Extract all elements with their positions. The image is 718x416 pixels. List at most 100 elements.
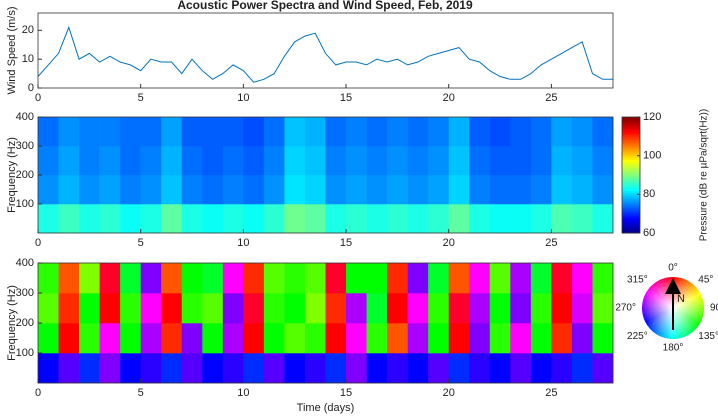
heatmap-cell (530, 353, 552, 384)
heatmap-cell (346, 293, 367, 324)
heatmap-cell (407, 175, 429, 205)
heatmap-cell (592, 263, 614, 294)
heatmap-cell (428, 323, 450, 354)
colorbar-step (622, 221, 640, 224)
heatmap-cell (181, 175, 203, 205)
heatmap-cell (263, 353, 285, 384)
colorbar-step (622, 122, 640, 126)
heatmap-cell (202, 146, 224, 176)
heatmap-cell (530, 175, 552, 205)
heatmap-cell (428, 175, 450, 205)
heatmap-cell (79, 117, 100, 147)
heatmap-cell (120, 204, 141, 234)
heatmap-cell (387, 175, 408, 205)
heatmap-cell (263, 323, 285, 354)
heatmap-cell (120, 263, 141, 294)
colorbar-step (622, 182, 640, 186)
heatmap-cell (530, 323, 552, 354)
colorbar (622, 117, 640, 234)
heatmap-cell (469, 117, 491, 147)
heatmap-cell (530, 117, 552, 147)
heatmap-cell (222, 293, 244, 324)
colorbar-step (622, 128, 640, 132)
x-tick-label: 10 (237, 237, 249, 249)
heatmap-cell (99, 117, 121, 147)
heatmap-cell (489, 146, 511, 176)
heatmap-cell (243, 175, 265, 205)
heatmap-cell (428, 204, 450, 234)
heatmap-cell (325, 293, 347, 324)
heatmap-cell (387, 117, 408, 147)
heatmap-cell (222, 204, 244, 234)
heatmap-cell (99, 263, 121, 294)
heatmap-cell (202, 353, 224, 384)
heatmap-cell (592, 293, 614, 324)
heatmap-cell (510, 323, 532, 354)
heatmap-cell (99, 204, 121, 234)
colorbar-step (622, 124, 640, 128)
heatmap-cell (304, 353, 326, 384)
colorbar-step (622, 190, 640, 193)
colorbar-step (622, 219, 640, 222)
heatmap-cell (99, 293, 121, 324)
heatmap-cell (448, 175, 470, 205)
heatmap-cell (58, 353, 80, 384)
heatmap-cell (469, 263, 491, 294)
heatmap-cell (58, 204, 80, 234)
y-tick-label: 100 (16, 198, 34, 210)
colorbar-label: Pressure (dB re µPa/sqrt(Hz)) (699, 109, 710, 241)
heatmap-cell (489, 175, 511, 205)
heatmap-cell (366, 204, 388, 234)
heatmap-cell (592, 146, 614, 176)
direction-label: 0° (668, 263, 678, 274)
colorbar-step (622, 173, 640, 176)
colorbar-step (622, 171, 640, 174)
heatmap-cell (571, 146, 593, 176)
heatmap-cell (592, 323, 614, 354)
colorbar-step (622, 147, 640, 151)
heatmap-cell (469, 175, 491, 205)
colorbar-tick-label: 80 (643, 188, 655, 200)
y-tick-label: 100 (16, 347, 34, 359)
heatmap-cell (304, 323, 326, 354)
heatmap-cell (79, 175, 100, 205)
heatmap-cell (304, 175, 326, 205)
plot-frame (37, 12, 614, 89)
heatmap-cell (551, 175, 573, 205)
heatmap-cell (79, 204, 100, 234)
heatmap-cell (161, 117, 183, 147)
heatmap-cell (243, 117, 265, 147)
direction-label: 315° (627, 274, 648, 285)
colorbar-step (622, 205, 640, 209)
heatmap-cell (263, 175, 285, 205)
heatmap-cell (79, 293, 100, 324)
x-tick-label: 25 (545, 92, 557, 104)
heatmap-cell (428, 353, 450, 384)
heatmap-cell (284, 175, 306, 205)
direction-label: 270° (615, 303, 636, 314)
direction-label: 90° (710, 303, 718, 314)
heatmap-cell (222, 146, 244, 176)
heatmap-cell (325, 146, 347, 176)
heatmap-cell (530, 263, 552, 294)
colorbar-tick-label: 60 (643, 227, 655, 239)
wind-line (37, 25, 613, 83)
colorbar-step (622, 134, 640, 137)
colorbar-step (622, 217, 640, 220)
direction-label: 135° (698, 331, 718, 342)
colorbar-step (622, 169, 640, 172)
heatmap-cell (161, 204, 183, 234)
heatmap-cell (99, 175, 121, 205)
heatmap-cell (304, 117, 326, 147)
colorbar-step (622, 151, 640, 155)
heatmap-cell (510, 175, 532, 205)
colorbar-step (622, 130, 640, 133)
heatmap-cell (366, 353, 388, 384)
y-tick-label: 400 (16, 111, 34, 123)
heatmap-cell (140, 204, 162, 234)
heatmap-cell (202, 117, 224, 147)
heatmap-cell (387, 293, 408, 324)
heatmap-cell (530, 204, 552, 234)
heatmap-cell (448, 323, 470, 354)
heatmap-cell (120, 175, 141, 205)
